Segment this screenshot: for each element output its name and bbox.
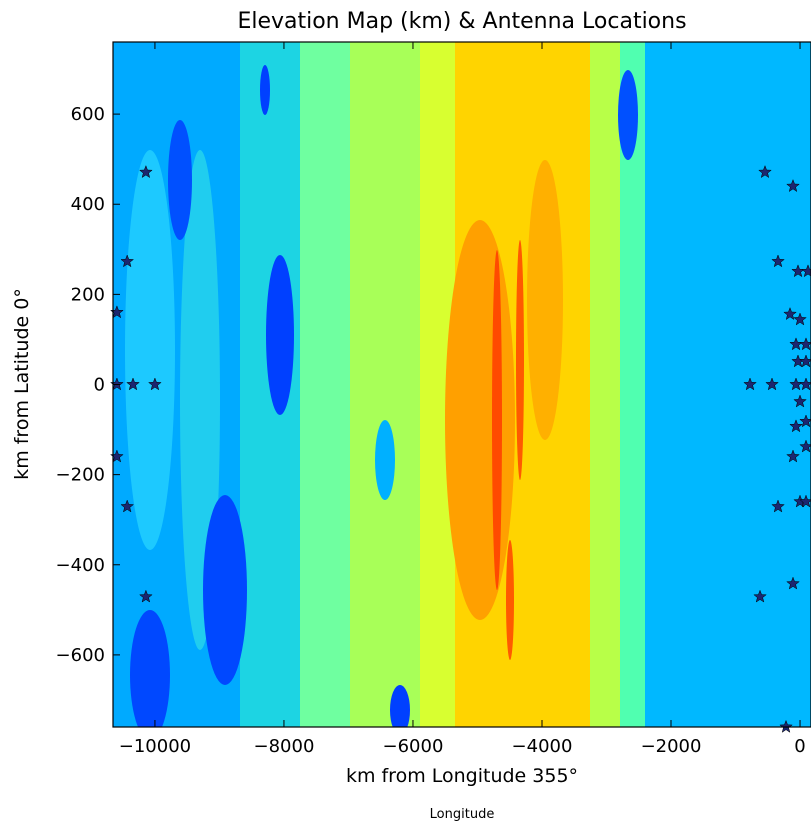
caption: Longitude: [430, 807, 495, 822]
x-tick-label: −2000: [641, 736, 702, 757]
y-tick-label: −400: [56, 555, 105, 576]
x-tick-label: −10000: [119, 736, 191, 757]
antenna-marker: [139, 164, 153, 179]
x-tick-label: 0: [794, 736, 805, 757]
antenna-marker: [743, 377, 757, 391]
x-tick-label: −6000: [383, 736, 444, 757]
antenna-marker: [786, 576, 800, 590]
antenna-marker: [789, 419, 803, 433]
y-tick-label: 200: [71, 284, 105, 305]
antenna-marker: [126, 377, 140, 391]
x-tick-label: −8000: [254, 736, 315, 757]
antenna-marker: [793, 312, 807, 326]
x-axis-label: km from Longitude 355°: [346, 765, 578, 787]
y-tick-label: 0: [94, 375, 105, 396]
antenna-marker: [771, 254, 785, 268]
y-tick-label: −600: [56, 645, 105, 666]
antenna-marker: [786, 449, 800, 463]
antenna-marker: [758, 164, 772, 179]
antenna-marker: [786, 178, 800, 193]
elevation-field: [113, 42, 811, 727]
antenna-marker: [771, 499, 785, 513]
y-tick-label: −200: [56, 465, 105, 486]
antenna-marker: [120, 499, 135, 513]
antenna-marker: [753, 589, 767, 603]
antenna-marker: [120, 254, 135, 268]
chart-title: Elevation Map (km) & Antenna Locations: [237, 9, 686, 34]
x-tick-label: −4000: [512, 736, 573, 757]
antenna-marker: [765, 377, 779, 391]
antenna-marker: [110, 377, 124, 391]
y-axis-label: km from Latitude 0°: [11, 288, 33, 480]
y-tick-label: 400: [71, 194, 105, 215]
y-tick-label: 600: [71, 104, 105, 125]
antenna-marker: [793, 394, 807, 408]
antenna-marker: [139, 589, 153, 603]
antenna-marker: [783, 306, 797, 321]
antenna-marker: [110, 305, 124, 319]
antenna-marker: [148, 377, 162, 391]
antenna-marker: [110, 449, 124, 463]
antenna-marker: [801, 264, 811, 278]
